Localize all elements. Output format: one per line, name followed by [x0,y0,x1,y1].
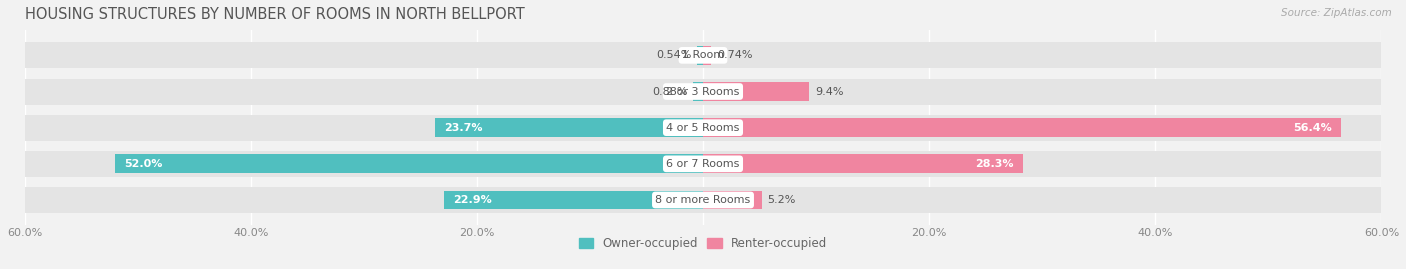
Text: 0.88%: 0.88% [652,87,688,97]
Bar [24,151,1382,177]
Text: 52.0%: 52.0% [124,159,163,169]
Text: Source: ZipAtlas.com: Source: ZipAtlas.com [1281,8,1392,18]
Bar [115,154,703,173]
Text: 56.4%: 56.4% [1294,123,1331,133]
Bar [24,79,1382,105]
Text: 23.7%: 23.7% [444,123,482,133]
Bar [703,46,711,65]
Text: 4 or 5 Rooms: 4 or 5 Rooms [666,123,740,133]
Bar [693,82,703,101]
Bar [703,190,762,209]
Bar [444,190,703,209]
Text: 2 or 3 Rooms: 2 or 3 Rooms [666,87,740,97]
Bar [24,42,1382,68]
Text: HOUSING STRUCTURES BY NUMBER OF ROOMS IN NORTH BELLPORT: HOUSING STRUCTURES BY NUMBER OF ROOMS IN… [24,7,524,22]
Text: 28.3%: 28.3% [976,159,1014,169]
Text: 8 or more Rooms: 8 or more Rooms [655,195,751,205]
Text: 0.54%: 0.54% [655,50,692,60]
Bar [703,82,810,101]
Bar [24,187,1382,213]
Text: 9.4%: 9.4% [815,87,844,97]
Text: 6 or 7 Rooms: 6 or 7 Rooms [666,159,740,169]
Bar [697,46,703,65]
Bar [703,118,1341,137]
Bar [703,154,1024,173]
Bar [434,118,703,137]
Text: 5.2%: 5.2% [768,195,796,205]
Bar [24,115,1382,141]
Text: 0.74%: 0.74% [717,50,752,60]
Text: 22.9%: 22.9% [453,195,492,205]
Text: 1 Room: 1 Room [682,50,724,60]
Legend: Owner-occupied, Renter-occupied: Owner-occupied, Renter-occupied [574,232,832,254]
